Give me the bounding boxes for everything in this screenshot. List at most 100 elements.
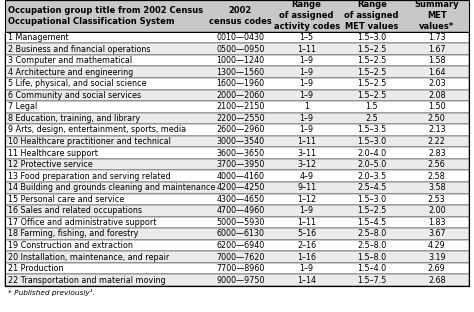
- Text: 1–9: 1–9: [300, 79, 314, 88]
- Text: 1.5–7.5: 1.5–7.5: [357, 276, 386, 285]
- Text: 3.58: 3.58: [428, 183, 446, 192]
- Text: 18 Farming, fishing, and forestry: 18 Farming, fishing, and forestry: [8, 230, 138, 238]
- Text: 2000—2060: 2000—2060: [216, 91, 264, 100]
- Bar: [5, 205, 469, 217]
- Bar: [5, 217, 469, 228]
- Bar: [5, 240, 469, 251]
- Text: 0500—0950: 0500—0950: [216, 45, 264, 54]
- Text: 10 Healthcare practitioner and technical: 10 Healthcare practitioner and technical: [8, 137, 171, 146]
- Text: 4700—4960: 4700—4960: [216, 206, 264, 215]
- Bar: [5, 263, 469, 275]
- Text: 2.5: 2.5: [365, 114, 378, 123]
- Text: 2 Business and financial operations: 2 Business and financial operations: [8, 45, 150, 54]
- Bar: [5, 0, 469, 32]
- Text: 1.5–4.0: 1.5–4.0: [357, 264, 386, 273]
- Text: 1–11: 1–11: [297, 218, 316, 227]
- Text: 1 Management: 1 Management: [8, 33, 69, 42]
- Text: 1600—1960: 1600—1960: [217, 79, 264, 88]
- Text: 2.83: 2.83: [428, 149, 446, 158]
- Text: 1.5–3.0: 1.5–3.0: [357, 33, 386, 42]
- Text: 2.0–4.0: 2.0–4.0: [357, 149, 386, 158]
- Text: 2.56: 2.56: [428, 160, 446, 169]
- Text: 6 Community and social services: 6 Community and social services: [8, 91, 141, 100]
- Text: 1.5: 1.5: [365, 102, 378, 111]
- Text: 2.00: 2.00: [428, 206, 446, 215]
- Text: 9–11: 9–11: [297, 183, 316, 192]
- Text: 1.67: 1.67: [428, 45, 446, 54]
- Text: 4.29: 4.29: [428, 241, 446, 250]
- Text: 21 Production: 21 Production: [8, 264, 64, 273]
- Bar: [5, 228, 469, 240]
- Text: 1–16: 1–16: [297, 253, 316, 261]
- Text: 22 Transportation and material moving: 22 Transportation and material moving: [8, 276, 165, 285]
- Text: 2.58: 2.58: [428, 172, 446, 181]
- Text: 1000—1240: 1000—1240: [217, 56, 264, 65]
- Text: 5–16: 5–16: [297, 230, 316, 238]
- Text: 1.5–2.5: 1.5–2.5: [357, 56, 386, 65]
- Text: 2600—2960: 2600—2960: [216, 125, 264, 134]
- Text: 1.58: 1.58: [428, 56, 446, 65]
- Text: 1.64: 1.64: [428, 68, 446, 77]
- Text: 2200—2550: 2200—2550: [216, 114, 265, 123]
- Text: 4 Architecture and engineering: 4 Architecture and engineering: [8, 68, 133, 77]
- Text: * Published previously¹.: * Published previously¹.: [8, 289, 95, 296]
- Text: 1–11: 1–11: [297, 45, 316, 54]
- Text: 1–9: 1–9: [300, 91, 314, 100]
- Text: 2.5–8.0: 2.5–8.0: [357, 241, 386, 250]
- Text: 8 Education, training, and library: 8 Education, training, and library: [8, 114, 140, 123]
- Bar: [5, 147, 469, 159]
- Text: 12 Protective service: 12 Protective service: [8, 160, 93, 169]
- Text: 2.0–5.0: 2.0–5.0: [357, 160, 386, 169]
- Text: Range
of assigned
MET values: Range of assigned MET values: [345, 0, 399, 32]
- Bar: [5, 90, 469, 101]
- Text: 11 Healthcare support: 11 Healthcare support: [8, 149, 98, 158]
- Text: 3 Computer and mathematical: 3 Computer and mathematical: [8, 56, 132, 65]
- Text: 3–12: 3–12: [297, 160, 316, 169]
- Text: 7 Legal: 7 Legal: [8, 102, 37, 111]
- Text: 1–11: 1–11: [297, 137, 316, 146]
- Text: 3600—3650: 3600—3650: [217, 149, 264, 158]
- Text: 1.50: 1.50: [428, 102, 446, 111]
- Text: 1–9: 1–9: [300, 114, 314, 123]
- Text: 7700—8960: 7700—8960: [216, 264, 264, 273]
- Text: 1.5–3.0: 1.5–3.0: [357, 195, 386, 204]
- Text: 1.5–2.5: 1.5–2.5: [357, 91, 386, 100]
- Text: 6000—6130: 6000—6130: [217, 230, 264, 238]
- Text: Summary
MET
values*: Summary MET values*: [414, 0, 459, 32]
- Text: 1: 1: [304, 102, 309, 111]
- Text: 13 Food preparation and serving related: 13 Food preparation and serving related: [8, 172, 171, 181]
- Text: 16 Sales and related occupations: 16 Sales and related occupations: [8, 206, 142, 215]
- Text: 2.03: 2.03: [428, 79, 446, 88]
- Bar: [5, 193, 469, 205]
- Text: 1.73: 1.73: [428, 33, 446, 42]
- Bar: [5, 136, 469, 147]
- Text: 1–9: 1–9: [300, 264, 314, 273]
- Text: 1.5–3.0: 1.5–3.0: [357, 137, 386, 146]
- Text: 5 Life, physical, and social science: 5 Life, physical, and social science: [8, 79, 146, 88]
- Text: 14 Building and grounds cleaning and maintenance: 14 Building and grounds cleaning and mai…: [8, 183, 215, 192]
- Text: 3.67: 3.67: [428, 230, 446, 238]
- Text: 3.19: 3.19: [428, 253, 446, 261]
- Text: 9 Arts, design, entertainment, sports, media: 9 Arts, design, entertainment, sports, m…: [8, 125, 186, 134]
- Text: 2.50: 2.50: [428, 114, 446, 123]
- Text: 3000—3540: 3000—3540: [217, 137, 264, 146]
- Bar: [5, 275, 469, 286]
- Text: 9000—9750: 9000—9750: [216, 276, 265, 285]
- Text: 0010—0430: 0010—0430: [217, 33, 264, 42]
- Text: 4200—4250: 4200—4250: [216, 183, 264, 192]
- Text: 2.5–8.0: 2.5–8.0: [357, 230, 386, 238]
- Text: 1.5–3.5: 1.5–3.5: [357, 125, 386, 134]
- Text: 20 Installation, maintenance, and repair: 20 Installation, maintenance, and repair: [8, 253, 169, 261]
- Text: 1–9: 1–9: [300, 56, 314, 65]
- Text: 2–16: 2–16: [297, 241, 316, 250]
- Text: 1–5: 1–5: [300, 33, 314, 42]
- Bar: [5, 113, 469, 124]
- Text: 3700—3950: 3700—3950: [216, 160, 264, 169]
- Bar: [5, 170, 469, 182]
- Text: 2.68: 2.68: [428, 276, 446, 285]
- Text: 15 Personal care and service: 15 Personal care and service: [8, 195, 124, 204]
- Text: 2100—2150: 2100—2150: [216, 102, 264, 111]
- Text: 1300—1560: 1300—1560: [217, 68, 264, 77]
- Text: 1.5–2.5: 1.5–2.5: [357, 79, 386, 88]
- Bar: [5, 101, 469, 113]
